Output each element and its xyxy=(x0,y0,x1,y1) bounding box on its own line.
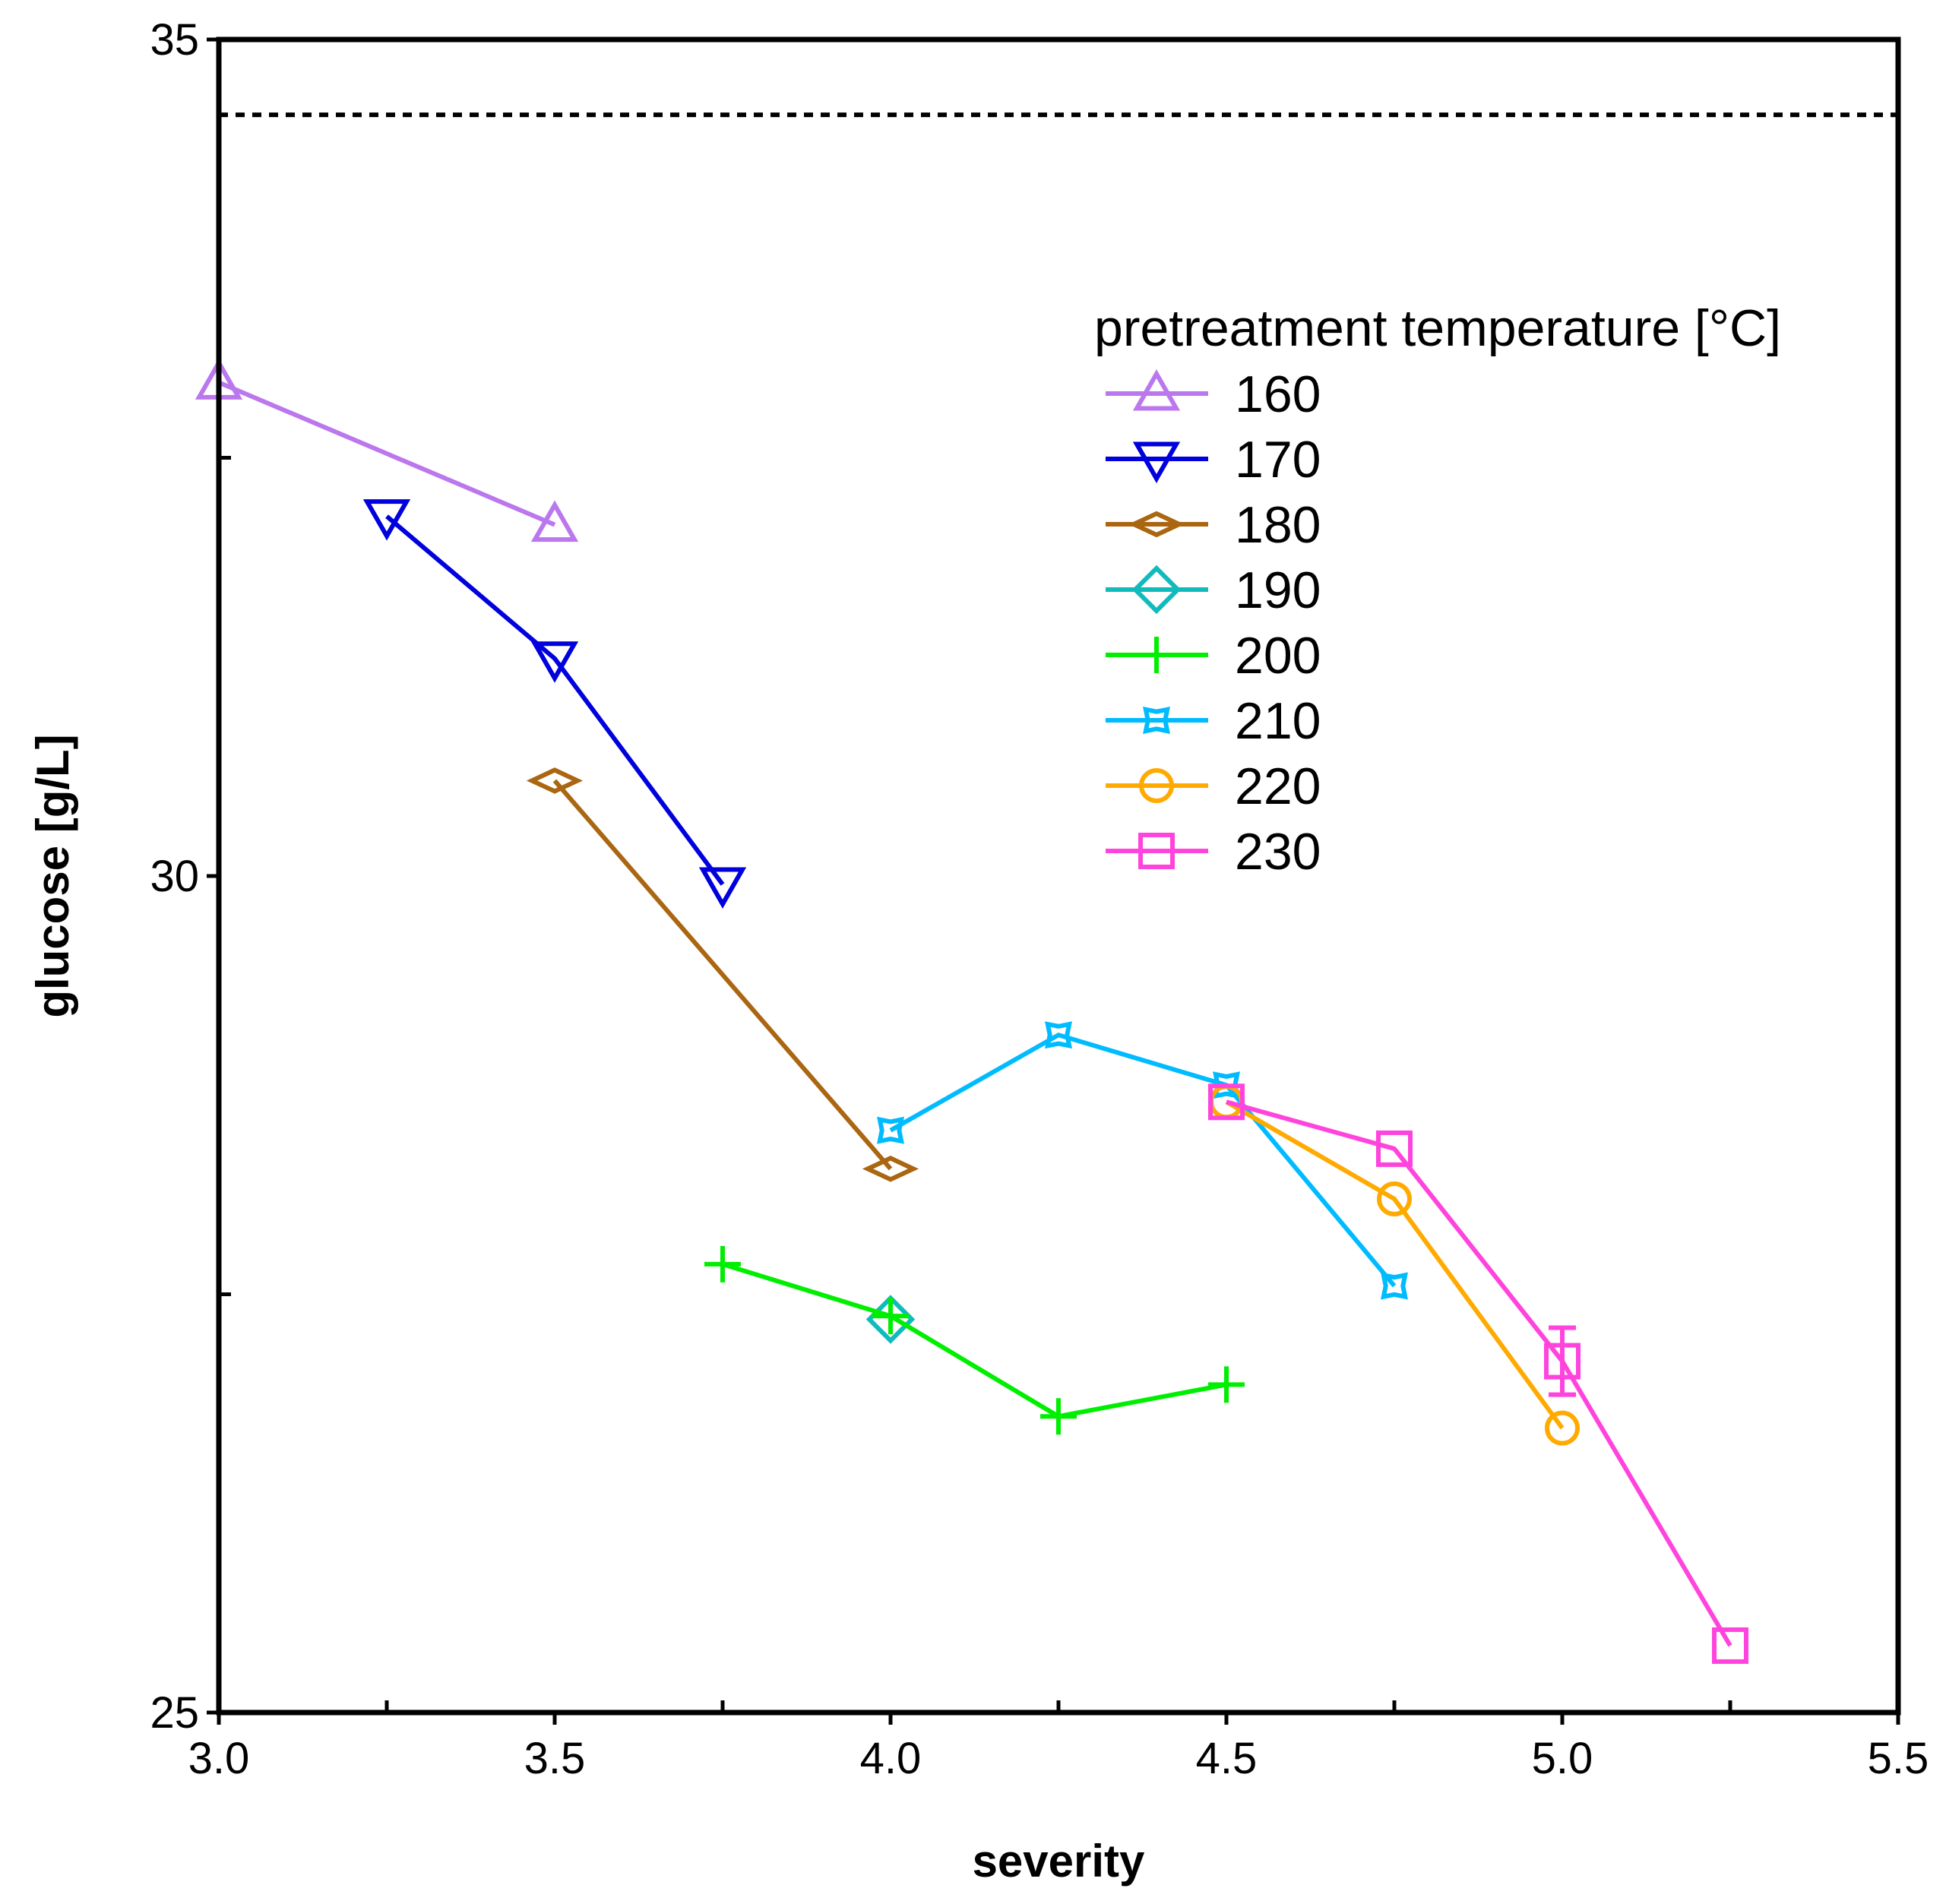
series-230 xyxy=(1208,1083,1748,1664)
legend-label-210: 210 xyxy=(1235,692,1321,750)
x-axis-title: severity xyxy=(973,1836,1145,1887)
legend-label-200: 200 xyxy=(1235,627,1321,685)
y-tick-label-0: 25 xyxy=(150,1688,199,1738)
legend-marker-160 xyxy=(1132,368,1181,411)
series-180-point-1 xyxy=(862,1156,919,1182)
legend: pretreatment temperature [°C] 160 170 180 19… xyxy=(1094,299,1781,881)
legend-marker-190 xyxy=(1131,565,1182,615)
legend-item-200: 200 xyxy=(1106,627,1321,685)
series-230-errorbar-2 xyxy=(1549,1325,1576,1397)
y-tick-label-2: 35 xyxy=(150,15,199,65)
series-220-point-1 xyxy=(1377,1181,1412,1216)
series-170-point-1 xyxy=(530,641,579,683)
series-170-line xyxy=(385,514,725,886)
legend-label-230: 230 xyxy=(1235,823,1321,881)
series-200 xyxy=(704,1245,1245,1435)
series-230-point-2 xyxy=(1544,1343,1581,1380)
series-200-point-0 xyxy=(704,1245,741,1283)
legend-marker-220 xyxy=(1139,768,1174,803)
legend-item-180: 180 xyxy=(1106,496,1321,554)
series-160-point-1 xyxy=(530,500,579,542)
series-210-point-1 xyxy=(1045,1021,1072,1049)
series-160 xyxy=(195,358,579,542)
series-170 xyxy=(362,499,747,909)
series-200-point-1 xyxy=(872,1298,909,1335)
x-tick-label-0: 3.0 xyxy=(188,1734,250,1783)
series-160-line xyxy=(217,380,556,527)
series-220-line xyxy=(1225,1099,1565,1430)
legend-item-220: 220 xyxy=(1106,757,1321,815)
series-230-point-1 xyxy=(1376,1130,1413,1167)
legend-marker-230 xyxy=(1138,833,1175,869)
x-tick-label-4: 5.0 xyxy=(1532,1734,1593,1783)
x-tick-label-5: 5.5 xyxy=(1868,1734,1929,1783)
x-tick-label-3: 4.5 xyxy=(1196,1734,1258,1783)
legend-label-160: 160 xyxy=(1235,365,1321,423)
series-210-line xyxy=(889,1033,1397,1288)
legend-item-210: 210 xyxy=(1106,692,1321,750)
legend-marker-200 xyxy=(1138,637,1175,673)
series-190 xyxy=(865,1295,916,1344)
legend-item-160: 160 xyxy=(1106,365,1321,423)
series-220 xyxy=(1209,1084,1580,1446)
x-tick-label-1: 3.5 xyxy=(524,1734,586,1783)
x-tick-label-2: 4.0 xyxy=(860,1734,922,1783)
legend-marker-180 xyxy=(1128,511,1185,538)
series-200-line xyxy=(722,1261,1227,1419)
legend-label-170: 170 xyxy=(1235,431,1321,489)
series-200-point-2 xyxy=(1040,1398,1077,1435)
legend-item-190: 190 xyxy=(1106,561,1321,619)
legend-label-180: 180 xyxy=(1235,496,1321,554)
series-210-point-0 xyxy=(877,1116,904,1144)
series-layer xyxy=(195,358,1748,1664)
legend-label-220: 220 xyxy=(1235,757,1321,815)
series-210 xyxy=(877,1021,1408,1300)
legend-item-230: 230 xyxy=(1106,823,1321,881)
legend-marker-210 xyxy=(1143,707,1170,734)
legend-title: pretreatment temperature [°C] xyxy=(1094,299,1781,357)
y-axis-title: glucose [g/L] xyxy=(27,734,78,1017)
series-220-point-2 xyxy=(1545,1410,1580,1446)
series-180-line xyxy=(552,779,893,1171)
series-200-point-3 xyxy=(1208,1366,1245,1403)
series-170-point-2 xyxy=(698,867,747,909)
series-180 xyxy=(526,767,919,1182)
legend-item-170: 170 xyxy=(1106,431,1321,489)
legend-marker-170 xyxy=(1132,441,1181,484)
series-190-point-0 xyxy=(865,1295,916,1344)
axes-layer: 3.0 3.5 4.0 4.5 5.0 5.5 25 30 35 severity glucose … xyxy=(27,15,1929,1887)
y-tick-label-1: 30 xyxy=(150,852,199,901)
legend-label-190: 190 xyxy=(1235,561,1321,619)
series-230-point-3 xyxy=(1712,1627,1748,1664)
series-170-point-0 xyxy=(362,499,411,541)
series-230-point-0 xyxy=(1208,1083,1245,1121)
series-210-point-3 xyxy=(1381,1272,1408,1300)
series-180-point-0 xyxy=(526,767,584,794)
series-230-line xyxy=(1226,1099,1732,1647)
plot-frame xyxy=(216,36,1901,1716)
